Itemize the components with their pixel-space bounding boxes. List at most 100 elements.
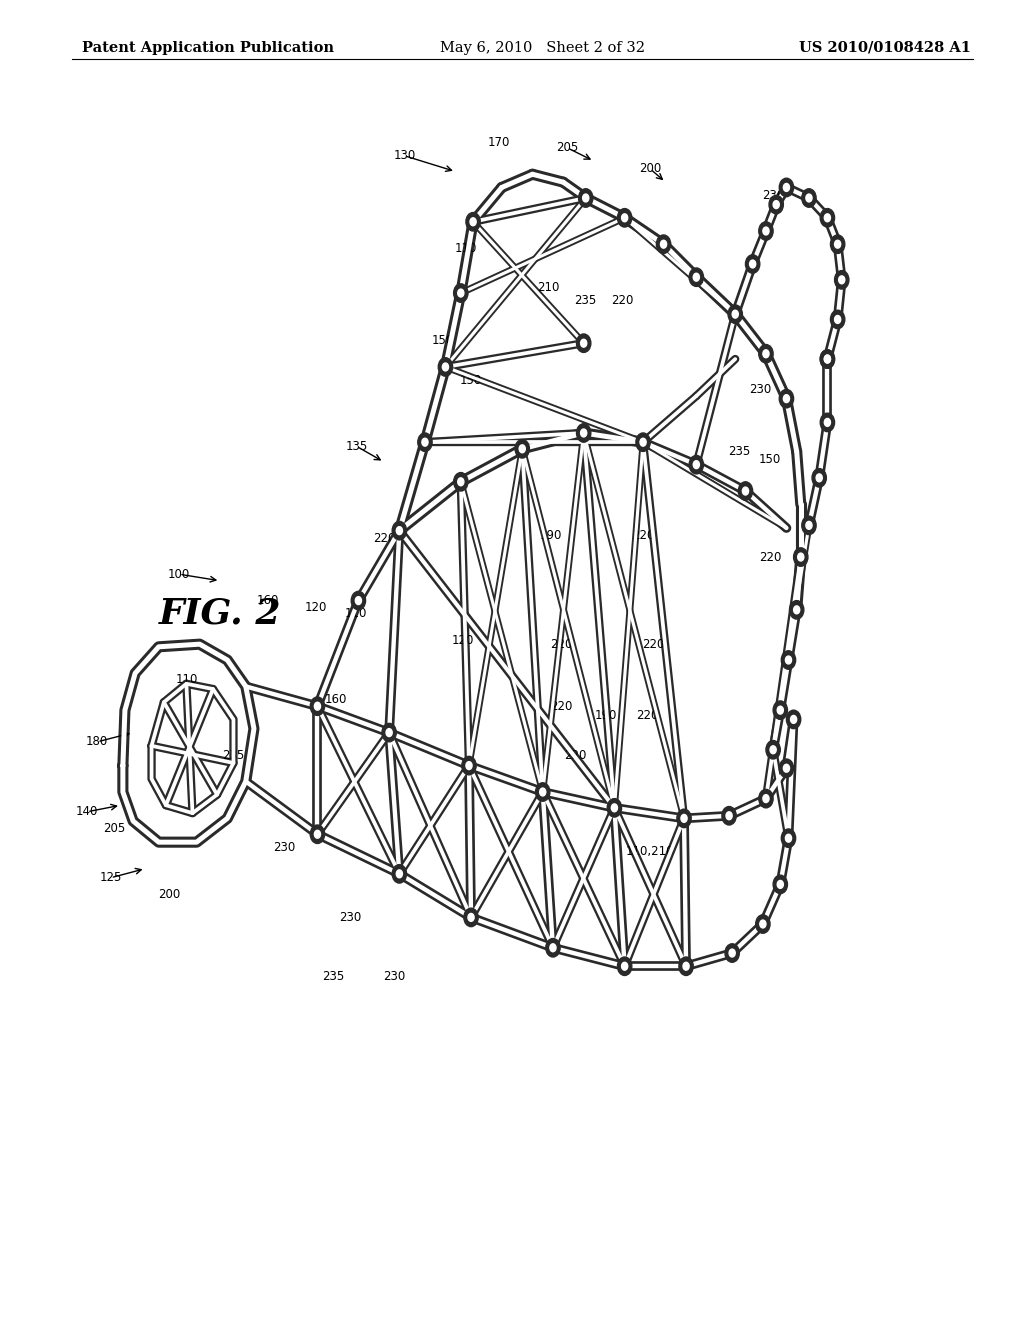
Text: 110: 110 <box>175 673 198 686</box>
Text: 200: 200 <box>639 162 662 176</box>
Circle shape <box>392 521 407 540</box>
Circle shape <box>802 189 816 207</box>
Circle shape <box>835 271 849 289</box>
Text: 220: 220 <box>611 294 634 308</box>
Text: 200: 200 <box>158 888 180 902</box>
Circle shape <box>396 527 402 535</box>
Text: US 2010/0108428 A1: US 2010/0108428 A1 <box>799 41 971 54</box>
Text: 150: 150 <box>759 453 781 466</box>
Circle shape <box>693 461 699 469</box>
Circle shape <box>781 651 796 669</box>
Circle shape <box>785 834 792 842</box>
Text: 190: 190 <box>540 529 562 543</box>
Circle shape <box>622 962 628 970</box>
Circle shape <box>689 455 703 474</box>
Circle shape <box>519 445 525 453</box>
Text: 100: 100 <box>168 568 190 581</box>
Circle shape <box>794 606 800 614</box>
Text: 150: 150 <box>431 334 454 347</box>
Text: 230: 230 <box>339 911 361 924</box>
Circle shape <box>824 214 830 222</box>
Circle shape <box>794 548 808 566</box>
Circle shape <box>806 521 812 529</box>
Circle shape <box>617 209 632 227</box>
Circle shape <box>791 715 797 723</box>
Circle shape <box>777 706 783 714</box>
Circle shape <box>763 350 769 358</box>
Text: 205: 205 <box>103 822 126 836</box>
Circle shape <box>466 213 480 231</box>
Circle shape <box>820 209 835 227</box>
Circle shape <box>611 804 617 812</box>
Circle shape <box>816 474 822 482</box>
Circle shape <box>579 189 593 207</box>
Circle shape <box>763 227 769 235</box>
Circle shape <box>577 334 591 352</box>
Circle shape <box>617 957 632 975</box>
Text: 220: 220 <box>642 638 665 651</box>
Circle shape <box>835 240 841 248</box>
Circle shape <box>577 424 591 442</box>
Circle shape <box>550 944 556 952</box>
Circle shape <box>583 194 589 202</box>
Circle shape <box>773 875 787 894</box>
Circle shape <box>468 913 474 921</box>
Circle shape <box>745 255 760 273</box>
Circle shape <box>729 949 735 957</box>
Text: 110: 110 <box>345 607 368 620</box>
Text: 120: 120 <box>452 634 474 647</box>
Text: 125: 125 <box>99 871 122 884</box>
Text: 160: 160 <box>325 693 347 706</box>
Text: 210: 210 <box>537 281 559 294</box>
Circle shape <box>839 276 845 284</box>
Circle shape <box>759 222 773 240</box>
Circle shape <box>442 363 449 371</box>
Circle shape <box>622 214 628 222</box>
Circle shape <box>462 756 476 775</box>
Text: 150: 150 <box>460 374 482 387</box>
Text: 160: 160 <box>257 594 280 607</box>
Circle shape <box>310 825 325 843</box>
Circle shape <box>466 762 472 770</box>
Circle shape <box>732 310 738 318</box>
Circle shape <box>750 260 756 268</box>
Circle shape <box>660 240 667 248</box>
Circle shape <box>820 350 835 368</box>
Text: 235: 235 <box>574 294 597 308</box>
Text: 235: 235 <box>728 445 751 458</box>
Circle shape <box>777 880 783 888</box>
Circle shape <box>790 601 804 619</box>
Circle shape <box>679 957 693 975</box>
Text: 220: 220 <box>373 532 395 545</box>
Circle shape <box>830 310 845 329</box>
Circle shape <box>681 814 687 822</box>
Circle shape <box>454 284 468 302</box>
Circle shape <box>454 473 468 491</box>
Text: Patent Application Publication: Patent Application Publication <box>82 41 334 54</box>
Circle shape <box>722 807 736 825</box>
Text: 235: 235 <box>222 748 245 762</box>
Circle shape <box>310 697 325 715</box>
Text: 110: 110 <box>455 242 477 255</box>
Text: 130: 130 <box>393 149 416 162</box>
Circle shape <box>640 438 646 446</box>
Circle shape <box>798 553 804 561</box>
Circle shape <box>683 962 689 970</box>
Circle shape <box>418 433 432 451</box>
Circle shape <box>779 178 794 197</box>
Circle shape <box>396 870 402 878</box>
Circle shape <box>773 701 787 719</box>
Circle shape <box>779 389 794 408</box>
Text: 220: 220 <box>759 550 781 564</box>
Text: 220: 220 <box>636 709 658 722</box>
Text: 220: 220 <box>632 529 654 543</box>
Text: 135: 135 <box>345 440 368 453</box>
Text: 230: 230 <box>273 841 296 854</box>
Circle shape <box>314 830 321 838</box>
Circle shape <box>820 350 835 368</box>
Text: May 6, 2010   Sheet 2 of 32: May 6, 2010 Sheet 2 of 32 <box>440 41 645 54</box>
Text: 205: 205 <box>556 141 579 154</box>
Circle shape <box>835 315 841 323</box>
Circle shape <box>738 482 753 500</box>
Circle shape <box>470 218 476 226</box>
